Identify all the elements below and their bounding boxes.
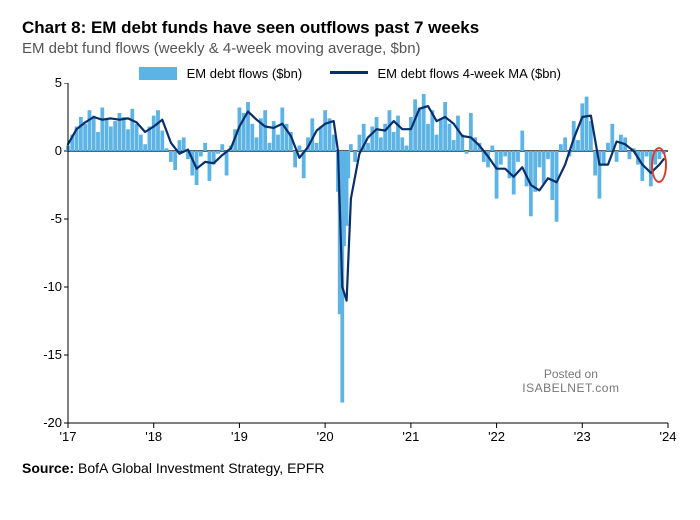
x-axis-label: '23 bbox=[567, 429, 597, 444]
legend-line-label: EM debt flows 4-week MA ($bn) bbox=[377, 66, 561, 81]
x-axis-label: '18 bbox=[139, 429, 169, 444]
y-axis-label: -5 bbox=[32, 211, 62, 226]
y-axis-label: 5 bbox=[32, 75, 62, 90]
legend-line-swatch bbox=[330, 71, 368, 74]
legend-bar-label: EM debt flows ($bn) bbox=[187, 66, 303, 81]
x-axis-label: '19 bbox=[224, 429, 254, 444]
y-axis-label: -15 bbox=[32, 347, 62, 362]
y-axis-label: -20 bbox=[32, 415, 62, 430]
chart-svg bbox=[32, 83, 672, 447]
y-axis-label: -10 bbox=[32, 279, 62, 294]
chart-title: Chart 8: EM debt funds have seen outflow… bbox=[22, 18, 678, 38]
x-axis-label: '21 bbox=[396, 429, 426, 444]
legend-bar-swatch bbox=[139, 67, 177, 80]
x-axis-label: '20 bbox=[310, 429, 340, 444]
x-axis-label: '22 bbox=[482, 429, 512, 444]
legend: EM debt flows ($bn) EM debt flows 4-week… bbox=[22, 65, 678, 81]
source-line: Source: BofA Global Investment Strategy,… bbox=[22, 460, 678, 476]
chart-area: 50-5-10-15-20'17'18'19'20'21'22'23'24Pos… bbox=[32, 83, 672, 448]
chart-subtitle: EM debt fund flows (weekly & 4-week movi… bbox=[22, 40, 678, 57]
source-text: BofA Global Investment Strategy, EPFR bbox=[74, 460, 324, 476]
y-axis-label: 0 bbox=[32, 143, 62, 158]
source-bold: Source: bbox=[22, 460, 74, 476]
x-axis-label: '17 bbox=[53, 429, 83, 444]
x-axis-label: '24 bbox=[653, 429, 683, 444]
